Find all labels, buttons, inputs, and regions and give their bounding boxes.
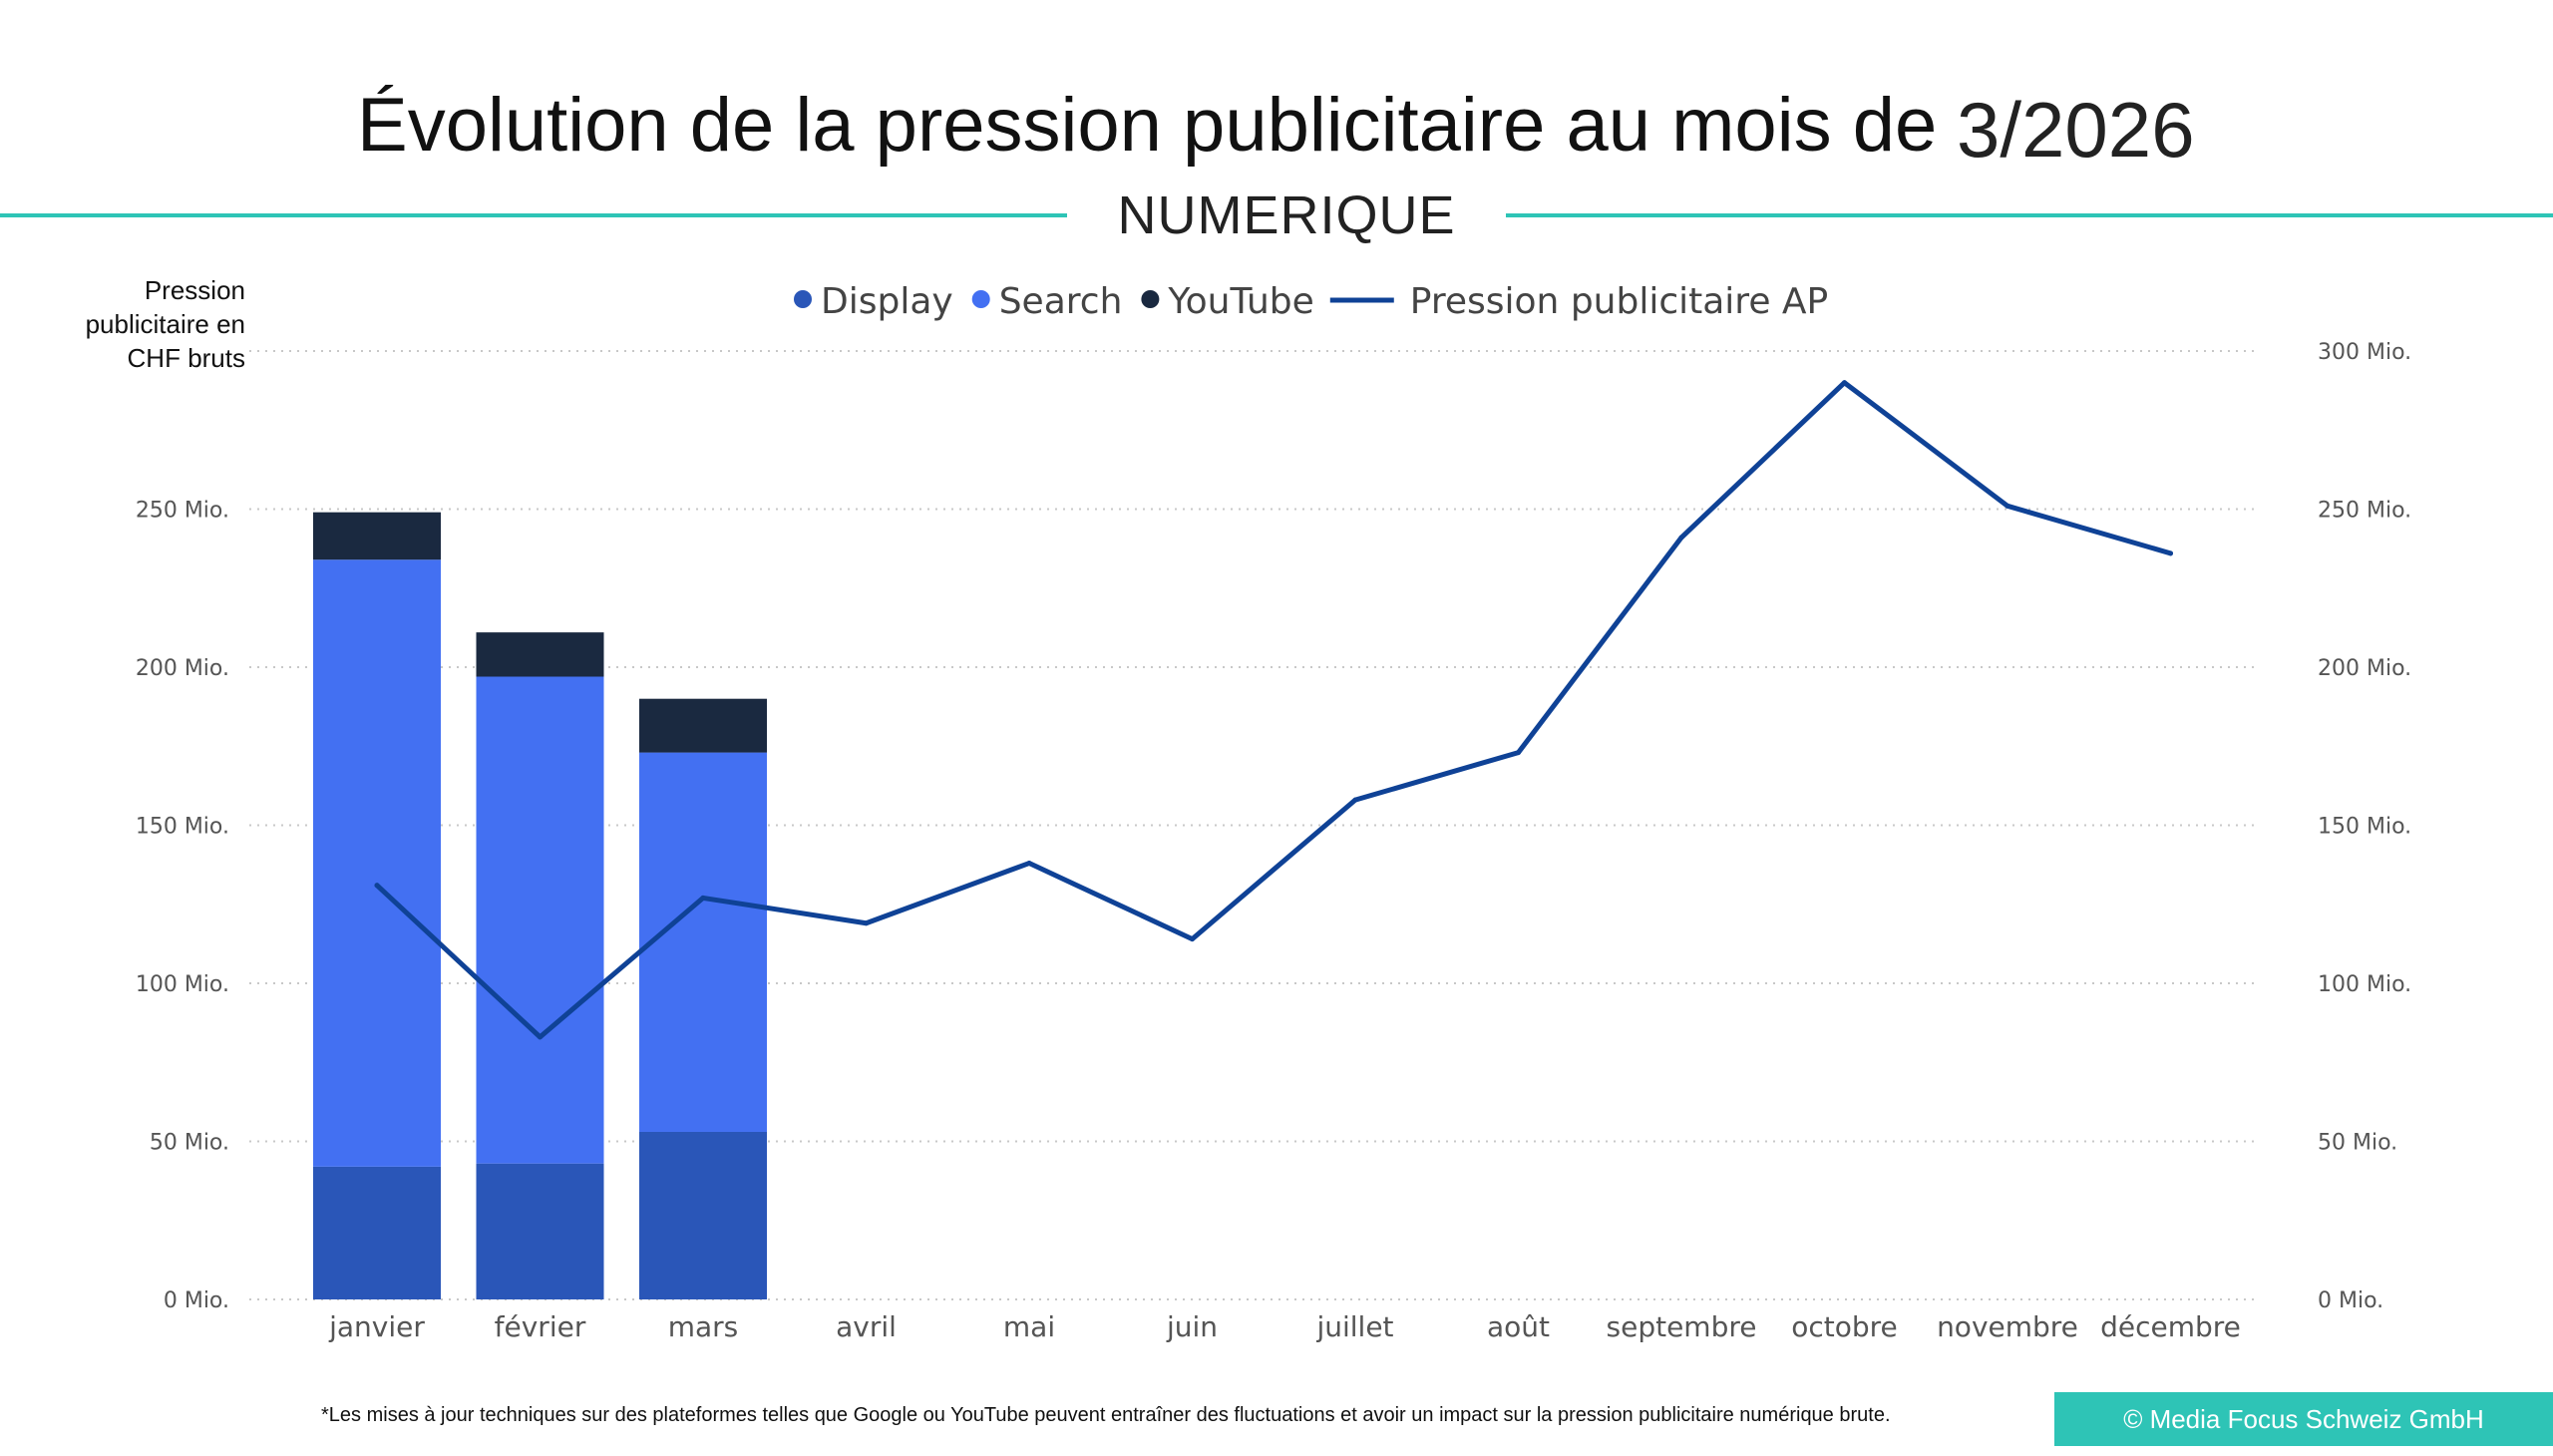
bar-display-mars (639, 1131, 767, 1299)
bar-search-janvier (313, 559, 441, 1167)
legend-swatch-display (794, 290, 812, 308)
x-axis-tick-label: février (495, 1310, 586, 1343)
line-point (1842, 380, 1847, 386)
bar-youtube-février (476, 632, 604, 677)
y-axis-title: Pression publicitaire en CHF bruts (86, 275, 245, 373)
page-title: Évolution de la pression publicitaire au… (357, 83, 1938, 168)
x-axis-tick-label: avril (836, 1310, 897, 1343)
line-point (2005, 503, 2010, 509)
y-axis-left-tick-label: 200 Mio. (136, 656, 229, 681)
line-point (700, 895, 706, 901)
line-point (864, 920, 869, 926)
x-axis-tick-label: juillet (1315, 1310, 1393, 1343)
legend-label: Display (821, 281, 953, 322)
combo-chart: 0 Mio. 50 Mio. 100 Mio. 150 Mio. 200 Mio. 250… (86, 275, 2412, 1343)
y-axis-right-tick-label: 100 Mio. (2318, 972, 2411, 997)
y-axis-left-tick-label: 0 Mio. (164, 1288, 229, 1313)
y-axis-right-tick-label: 250 Mio. (2318, 499, 2411, 524)
bar-display-février (476, 1163, 604, 1299)
y-axis-title-line: CHF bruts (128, 343, 245, 373)
line-point (374, 883, 380, 889)
x-axis-tick-label: décembre (2100, 1310, 2241, 1343)
y-axis-right-tick-label: 150 Mio. (2318, 815, 2411, 840)
y-axis-left-tick-label: 50 Mio. (150, 1131, 229, 1156)
line-point (1026, 861, 1032, 867)
bar-youtube-mars (639, 698, 767, 753)
bar-youtube-janvier (313, 512, 441, 560)
bar-display-janvier (313, 1166, 441, 1299)
y-axis-title-line: Pression (145, 275, 245, 305)
line-point (1352, 797, 1358, 803)
x-axis-tick-label: septembre (1607, 1310, 1757, 1343)
section-subtitle: NUMERIQUE (1117, 185, 1456, 245)
y-axis-left-tick-label: 100 Mio. (136, 972, 229, 997)
x-axis-tick-label: mars (668, 1310, 739, 1343)
teal-rule-left (0, 213, 1067, 217)
period-label: 3/2026 (1957, 86, 2195, 174)
bar-search-février (476, 676, 604, 1164)
bar-search-mars (639, 752, 767, 1132)
line-point (2168, 550, 2173, 556)
x-axis-tick-label: mai (1003, 1310, 1055, 1343)
line-point (1190, 936, 1195, 942)
legend-label: Pression publicitaire AP (1410, 281, 1828, 322)
y-axis-left-tick-label: 250 Mio. (136, 499, 229, 524)
copyright-badge: © Media Focus Schweiz GmbH (2054, 1392, 2553, 1446)
line-point (538, 1034, 543, 1040)
line-series-pression-ap (374, 380, 2173, 1040)
footnote: *Les mises à jour techniques sur des pla… (321, 1404, 1891, 1426)
legend-swatch-search (971, 290, 990, 308)
y-axis-right-tick-label: 300 Mio. (2318, 340, 2411, 365)
legend-label: Search (999, 281, 1123, 322)
y-axis-title-line: publicitaire en (86, 309, 245, 339)
x-axis-tick-label: août (1487, 1310, 1550, 1343)
x-axis-tick-label: juin (1166, 1310, 1218, 1343)
legend-swatch-youtube (1141, 290, 1160, 308)
legend-label: YouTube (1167, 281, 1313, 322)
y-axis-right-tick-label: 50 Mio. (2318, 1131, 2397, 1156)
line-point (1516, 750, 1521, 756)
title-row: Évolution de la pression publicitaire au… (0, 78, 2553, 187)
teal-rule-right (1506, 213, 2553, 217)
x-axis-tick-label: octobre (1791, 1310, 1898, 1343)
x-axis-tick-label: janvier (328, 1310, 425, 1343)
y-axis-left-tick-label: 150 Mio. (136, 815, 229, 840)
x-axis-tick-label: novembre (1937, 1310, 2078, 1343)
line-point (1678, 535, 1684, 541)
y-axis-right-tick-label: 200 Mio. (2318, 656, 2411, 681)
y-axis-right-tick-label: 0 Mio. (2318, 1288, 2383, 1313)
